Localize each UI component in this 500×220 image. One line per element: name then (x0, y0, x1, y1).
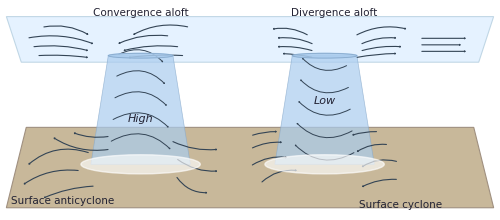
Text: Surface anticyclone: Surface anticyclone (12, 196, 115, 205)
Text: High: High (128, 114, 154, 124)
Ellipse shape (292, 53, 357, 58)
Text: Surface cyclone: Surface cyclone (360, 200, 442, 210)
Polygon shape (91, 56, 190, 164)
Text: Convergence aloft: Convergence aloft (93, 8, 188, 18)
Text: Low: Low (314, 96, 336, 106)
Polygon shape (275, 56, 374, 164)
Ellipse shape (108, 53, 173, 58)
Polygon shape (6, 16, 494, 62)
Ellipse shape (81, 155, 200, 174)
Ellipse shape (265, 155, 384, 174)
Polygon shape (6, 127, 494, 208)
Text: Divergence aloft: Divergence aloft (292, 8, 378, 18)
